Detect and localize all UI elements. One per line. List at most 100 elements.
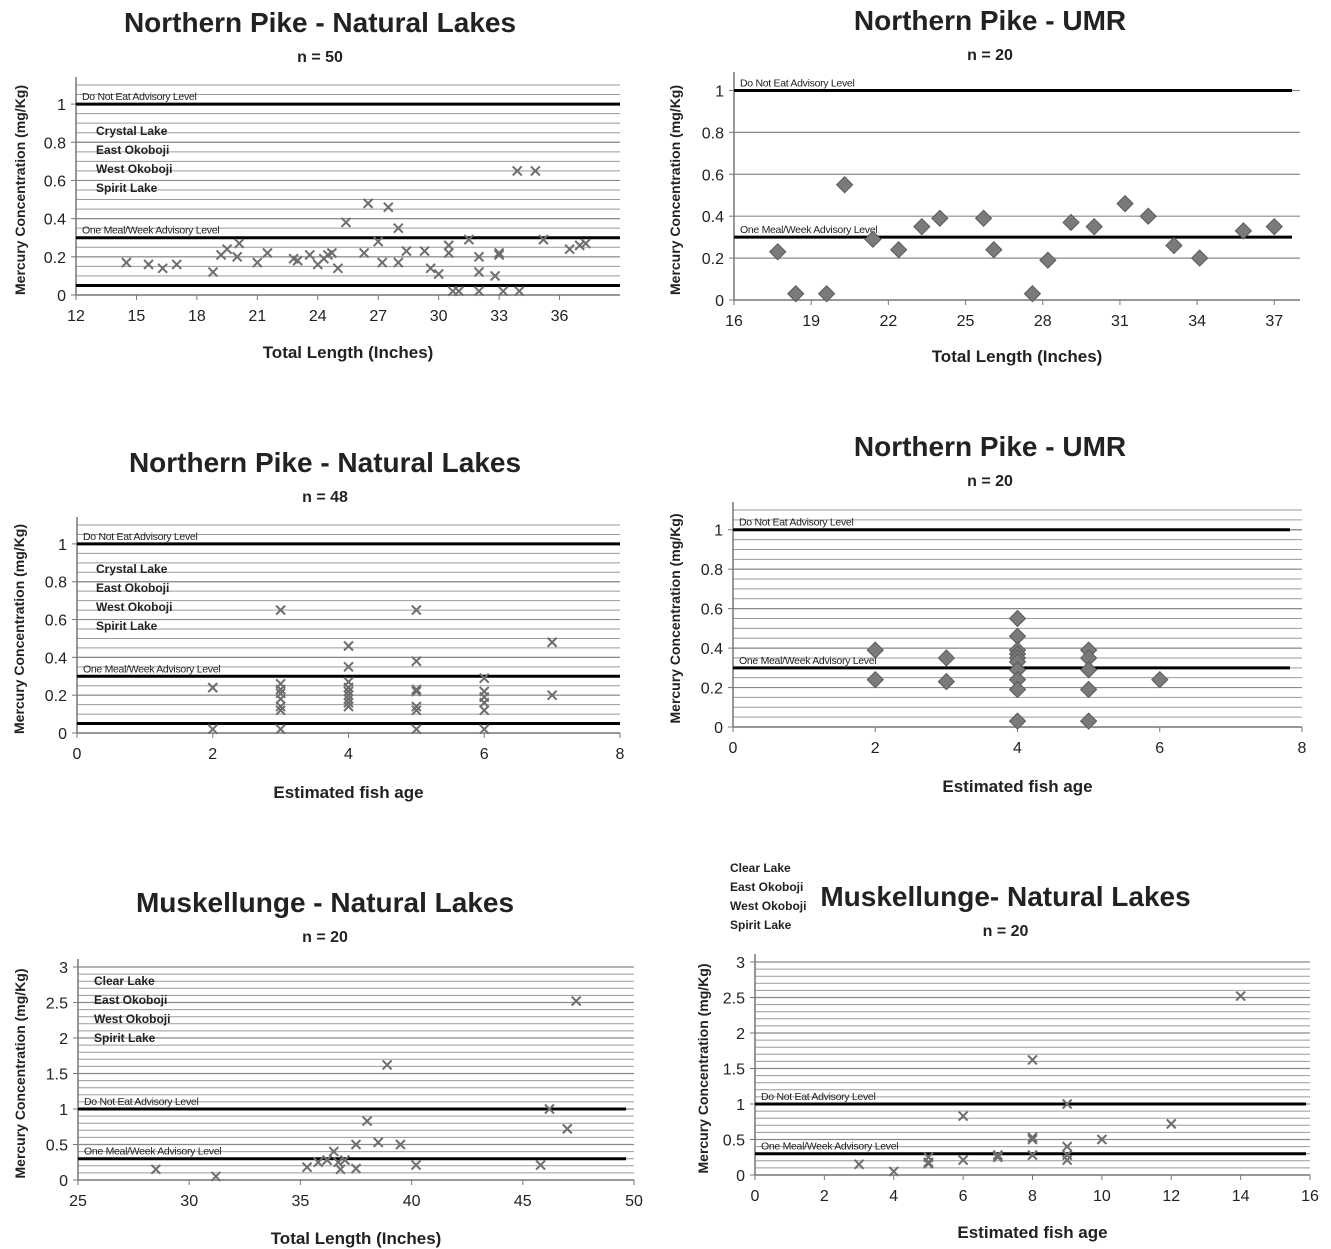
data-point-stroke — [512, 165, 523, 177]
data-point-diamond — [1079, 680, 1098, 699]
data-point-x — [564, 243, 575, 255]
data-points — [866, 609, 1169, 730]
data-point-stroke — [562, 1123, 573, 1135]
data-point-stroke — [489, 270, 501, 282]
data-point-stroke — [362, 198, 374, 209]
data-point-x — [425, 263, 436, 274]
y-tick-label: 0.2 — [45, 688, 67, 705]
data-point-diamond — [937, 672, 956, 691]
y-tick-label: 0.4 — [45, 650, 67, 667]
data-point-stroke — [514, 285, 525, 297]
data-point-stroke — [564, 243, 575, 255]
data-point-x — [411, 604, 422, 616]
data-point-stroke — [574, 240, 585, 251]
y-ticks: 0 0.2 0.4 0.6 0.8 1 — [45, 537, 77, 743]
data-point-x — [1027, 1132, 1038, 1143]
y-ticks: 0 0.5 1 1.5 2 2.5 3 — [46, 960, 78, 1190]
advisory-line-label: One Meal/Week Advisory Level — [740, 224, 877, 236]
data-point-x — [207, 266, 219, 278]
chart-title: Northern Pike - UMR — [854, 5, 1126, 36]
data-point-x — [350, 1139, 362, 1150]
data-point-x — [419, 245, 430, 257]
data-point-stroke — [530, 165, 541, 177]
y-tick-label: 0 — [736, 1168, 745, 1185]
data-point-diamond — [835, 176, 854, 194]
data-point-diamond — [913, 217, 931, 236]
data-point-x — [373, 1137, 384, 1148]
data-point-stroke — [252, 257, 263, 268]
data-point-stroke — [231, 251, 243, 263]
data-point-x — [411, 701, 422, 712]
data-point-x — [411, 724, 422, 735]
data-point-stroke — [546, 637, 558, 648]
data-point-x — [393, 257, 404, 268]
data-point-stroke — [393, 222, 404, 234]
lake-label: East Okoboji — [94, 993, 167, 1007]
data-point-x — [381, 1059, 393, 1071]
y-tick-label: 0.8 — [45, 575, 67, 592]
data-point-diamond — [1039, 251, 1057, 269]
data-point-x — [361, 1115, 373, 1127]
data-point-x — [350, 1163, 362, 1174]
y-tick-label: 0.5 — [46, 1138, 68, 1155]
data-point-stroke — [171, 259, 182, 270]
data-point-x — [262, 247, 273, 259]
y-tick-label: 3 — [736, 955, 745, 972]
data-point-diamond — [1190, 249, 1209, 267]
data-point-stroke — [1061, 1154, 1073, 1166]
x-tick-label: 24 — [309, 308, 327, 325]
data-point-stroke — [544, 1103, 555, 1115]
data-point-x — [473, 251, 485, 263]
chart-panel-pike-umr-length: Northern Pike - UMR n = 20 0 0.2 0.4 0.6 0.8 1 1… — [660, 0, 1320, 380]
y-tick-label: 0.4 — [44, 212, 66, 229]
data-point-stroke — [479, 705, 490, 716]
data-point-diamond — [1008, 712, 1027, 730]
data-point-x — [221, 243, 233, 255]
x-tick-label: 36 — [551, 308, 569, 325]
chart-subtitle: n = 20 — [983, 923, 1029, 940]
data-point-x — [343, 661, 354, 673]
data-point-x — [479, 697, 490, 708]
data-point-x — [401, 245, 412, 257]
x-tick-label: 12 — [1162, 1188, 1180, 1205]
data-point-stroke — [479, 724, 490, 735]
data-point-diamond — [985, 241, 1003, 259]
lake-label: West Okoboji — [730, 899, 806, 913]
data-point-stroke — [301, 1162, 313, 1173]
data-point-stroke — [275, 604, 286, 616]
lake-labels: Clear Lake East Okoboji West Okoboji Spirit… — [94, 974, 170, 1045]
advisory-line-label: One Meal/Week Advisory Level — [739, 655, 876, 667]
data-point-stroke — [497, 285, 509, 297]
lake-label: West Okoboji — [94, 1012, 170, 1026]
data-point-stroke — [361, 1115, 373, 1127]
chart-svg: Northern Pike - UMR n = 20 0 0.2 0.4 0.6 0.8 1 1… — [667, 5, 1300, 366]
advisory-lines: Do Not Eat Advisory Level One Meal/Week A… — [76, 91, 620, 287]
data-point-diamond — [1165, 236, 1183, 255]
data-point-x — [453, 285, 465, 297]
y-ticks: 0 0.5 1 1.5 2 2.5 3 — [723, 955, 755, 1185]
x-tick-label: 30 — [430, 308, 448, 325]
data-point-x — [562, 1123, 573, 1135]
data-point-x — [275, 693, 286, 705]
data-point-stroke — [275, 684, 286, 695]
data-point-x — [275, 724, 286, 735]
advisory-line-label: Do Not Eat Advisory Level — [761, 1091, 875, 1103]
data-point-stroke — [580, 238, 591, 249]
x-tick-label: 10 — [1093, 1188, 1111, 1205]
x-axis-label: Total Length (Inches) — [263, 343, 434, 362]
data-point-x — [328, 1146, 339, 1157]
x-tick-label: 12 — [67, 308, 85, 325]
data-point-stroke — [538, 234, 549, 245]
data-point-x — [275, 604, 286, 616]
y-ticks: 0 0.2 0.4 0.6 0.8 1 — [702, 83, 734, 310]
data-point-stroke — [358, 247, 370, 259]
y-tick-label: 0.8 — [701, 562, 723, 579]
x-ticks: 25 30 35 40 45 50 — [69, 1180, 643, 1210]
data-point-x — [530, 165, 541, 177]
advisory-line-label: One Meal/Week Advisory Level — [82, 225, 219, 237]
data-point-stroke — [339, 1154, 351, 1166]
data-point-diamond — [817, 285, 836, 303]
data-point-stroke — [350, 1163, 362, 1174]
lake-label: Spirit Lake — [94, 1031, 156, 1045]
data-point-stroke — [443, 240, 454, 251]
